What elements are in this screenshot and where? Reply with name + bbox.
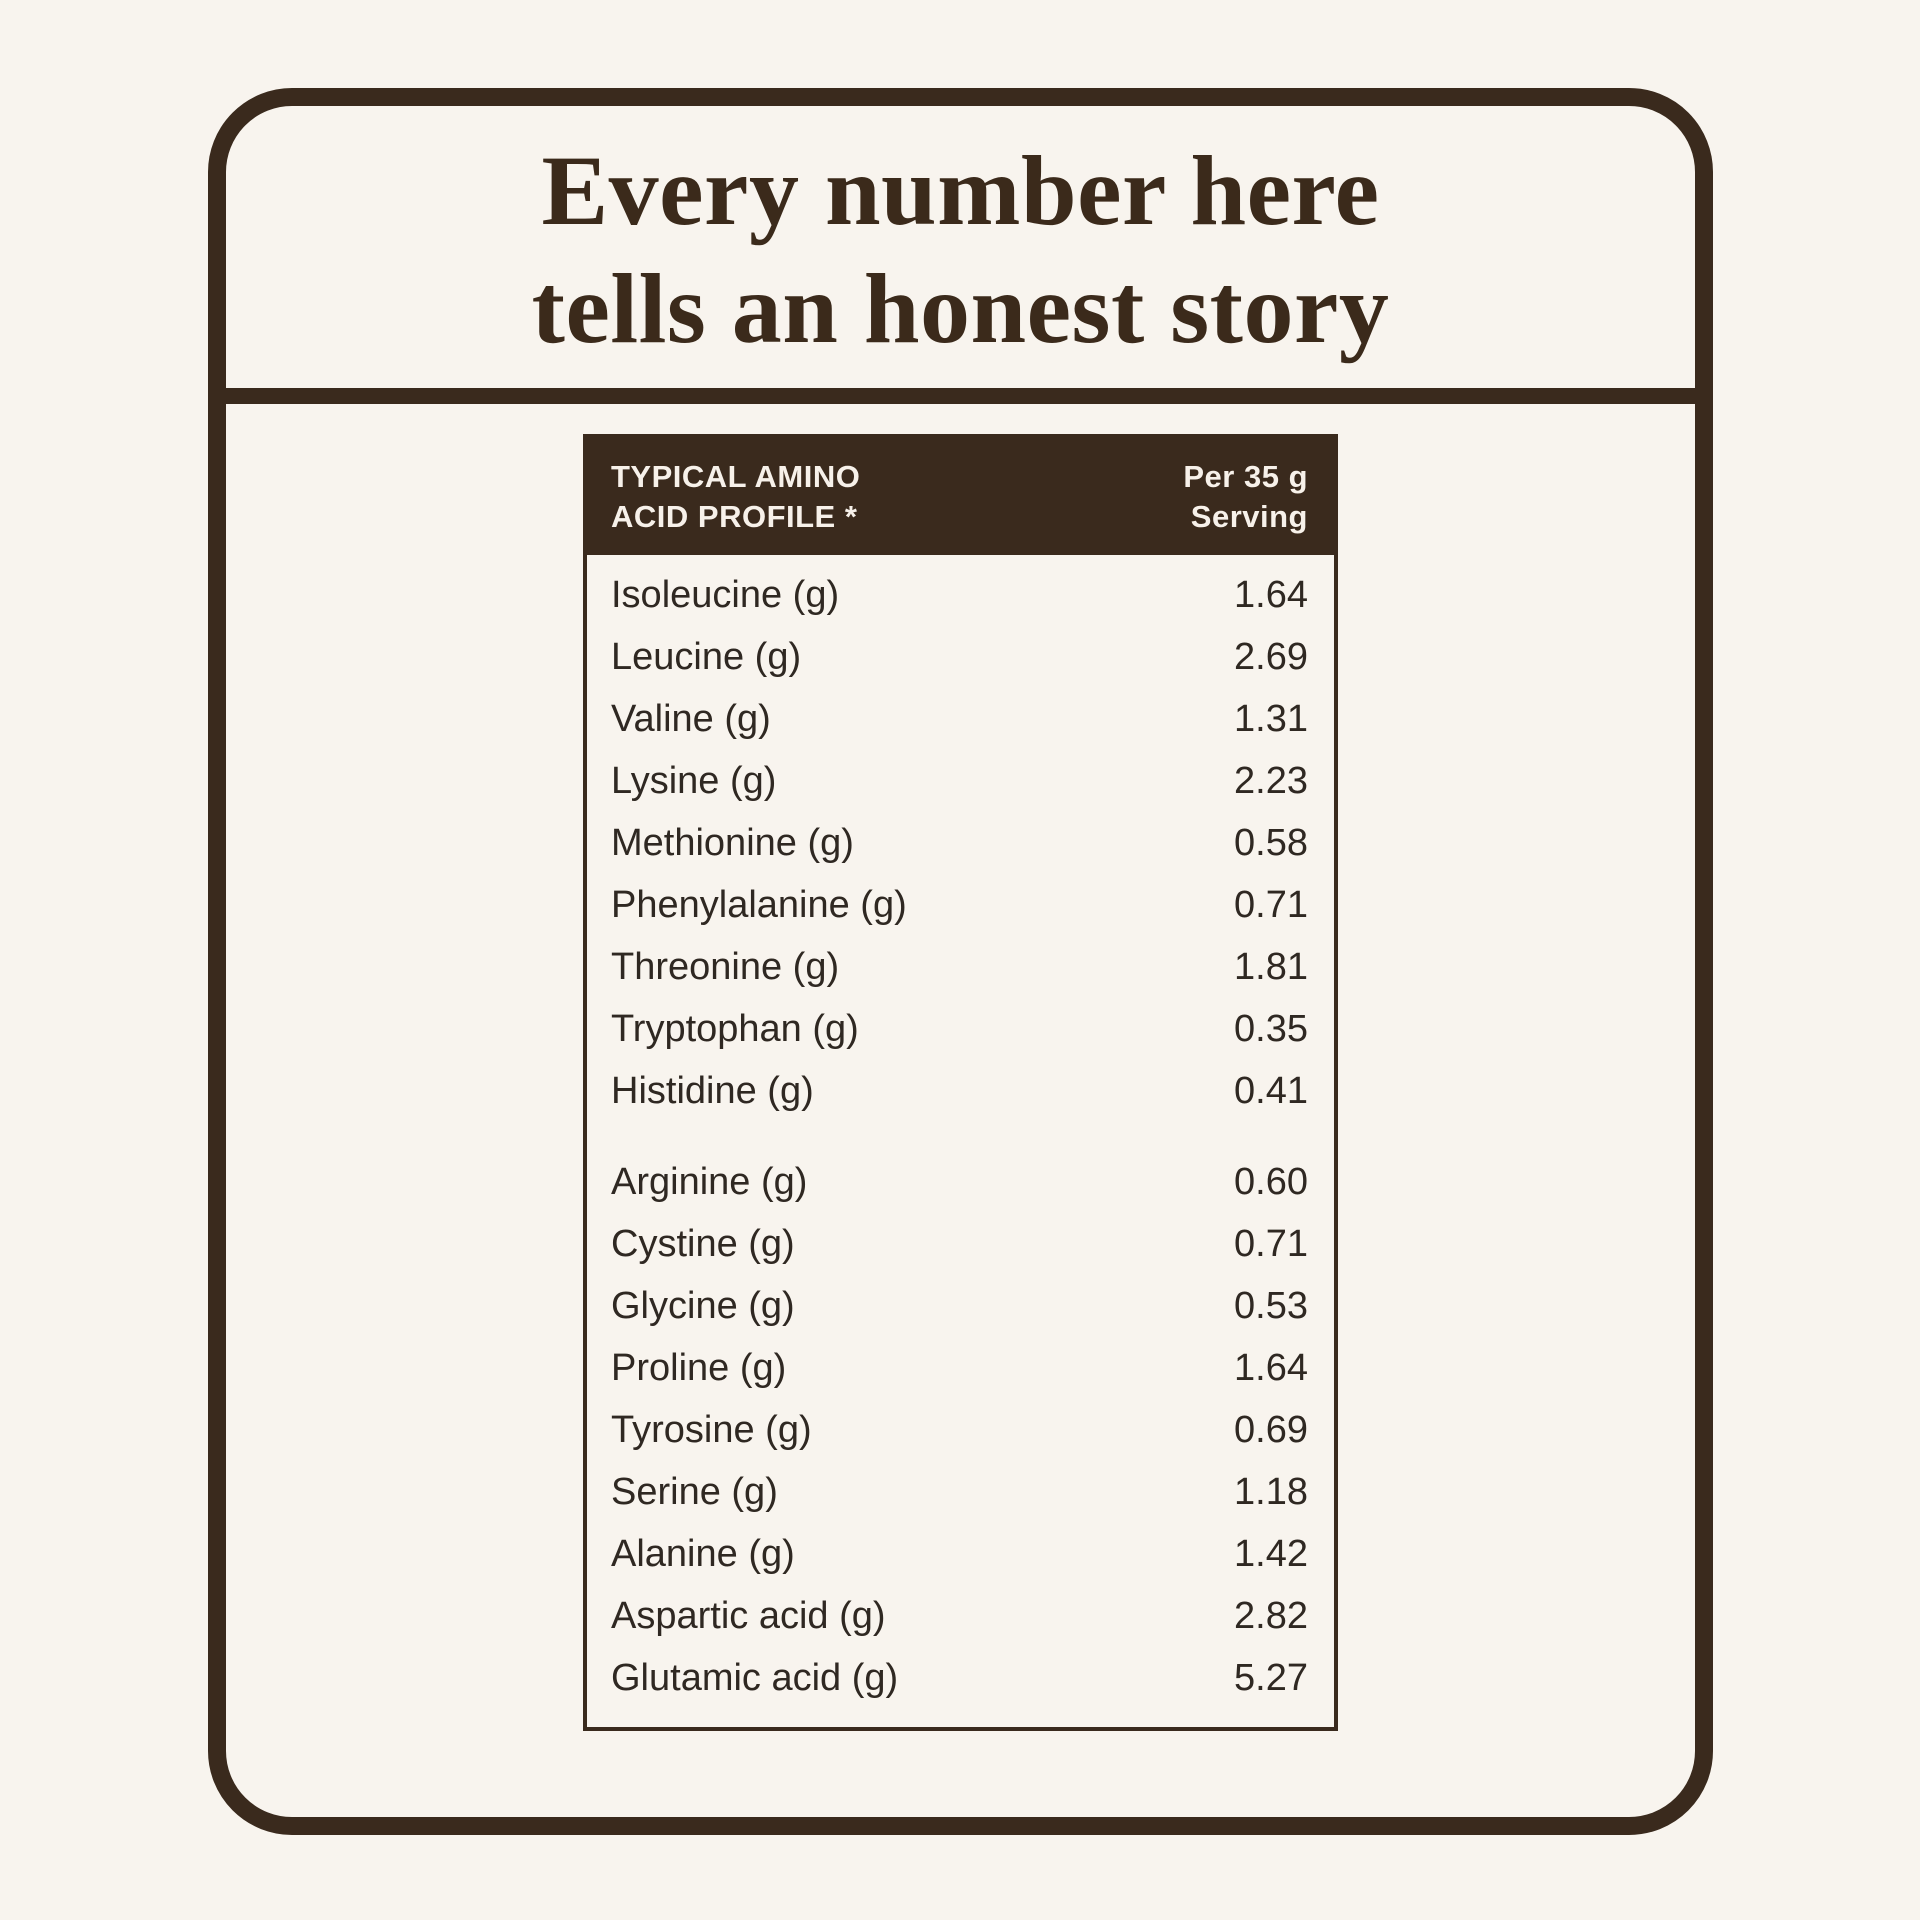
amino-acid-label: Glycine (g): [611, 1284, 795, 1327]
table-row: Threonine (g) 1.81: [587, 936, 1334, 998]
table-row: Methionine (g) 0.58: [587, 812, 1334, 874]
headline-line-1: Every number here: [541, 135, 1380, 246]
amino-acid-value: 2.69: [1234, 635, 1308, 678]
table-header-serving: Per 35 g Serving: [1183, 457, 1308, 537]
table-row: Tyrosine (g) 0.69: [587, 1399, 1334, 1461]
table-row: Lysine (g) 2.23: [587, 750, 1334, 812]
table-header-title-line2: ACID PROFILE *: [611, 498, 858, 534]
table-row: Valine (g) 1.31: [587, 688, 1334, 750]
table-row: Alanine (g) 1.42: [587, 1523, 1334, 1585]
amino-acid-value: 5.27: [1234, 1656, 1308, 1699]
amino-acid-value: 0.53: [1234, 1284, 1308, 1327]
amino-acid-value: 0.69: [1234, 1408, 1308, 1451]
amino-acid-label: Isoleucine (g): [611, 573, 840, 616]
card-body: TYPICAL AMINO ACID PROFILE * Per 35 g Se…: [226, 404, 1695, 1731]
table-body: Isoleucine (g) 1.64 Leucine (g) 2.69 Valine …: [587, 555, 1334, 1727]
amino-acid-label: Methionine (g): [611, 821, 854, 864]
amino-acid-label: Glutamic acid (g): [611, 1656, 899, 1699]
amino-acid-table: TYPICAL AMINO ACID PROFILE * Per 35 g Se…: [583, 434, 1338, 1731]
table-row: Arginine (g) 0.60: [587, 1151, 1334, 1213]
amino-acid-label: Alanine (g): [611, 1532, 795, 1575]
amino-acid-label: Lysine (g): [611, 759, 777, 802]
headline-line-2: tells an honest story: [531, 253, 1390, 364]
table-header-title-line1: TYPICAL AMINO: [611, 458, 861, 494]
table-row: Tryptophan (g) 0.35: [587, 998, 1334, 1060]
amino-acid-label: Aspartic acid (g): [611, 1594, 886, 1637]
amino-acid-value: 0.71: [1234, 883, 1308, 926]
table-header-bar: TYPICAL AMINO ACID PROFILE * Per 35 g Se…: [587, 438, 1334, 555]
amino-acid-value: 1.18: [1234, 1470, 1308, 1513]
amino-acid-label: Serine (g): [611, 1470, 778, 1513]
table-row: Serine (g) 1.18: [587, 1461, 1334, 1523]
amino-acid-label: Phenylalanine (g): [611, 883, 907, 926]
headline: Every number here tells an honest story: [226, 106, 1695, 404]
amino-acid-label: Tryptophan (g): [611, 1007, 859, 1050]
table-row: Histidine (g) 0.41: [587, 1060, 1334, 1122]
amino-acid-label: Valine (g): [611, 697, 771, 740]
table-header-serving-line2: Serving: [1190, 498, 1308, 534]
amino-acid-value: 0.35: [1234, 1007, 1308, 1050]
amino-acid-label: Cystine (g): [611, 1222, 795, 1265]
amino-acid-value: 1.64: [1234, 573, 1308, 616]
amino-group-essential: Isoleucine (g) 1.64 Leucine (g) 2.69 Valine …: [587, 564, 1334, 1122]
amino-acid-value: 1.81: [1234, 945, 1308, 988]
amino-acid-label: Histidine (g): [611, 1069, 814, 1112]
table-header-serving-line1: Per 35 g: [1183, 458, 1308, 494]
amino-acid-value: 0.41: [1234, 1069, 1308, 1112]
amino-acid-value: 2.82: [1234, 1594, 1308, 1637]
amino-acid-value: 0.58: [1234, 821, 1308, 864]
amino-acid-value: 0.71: [1234, 1222, 1308, 1265]
amino-acid-label: Arginine (g): [611, 1160, 808, 1203]
amino-acid-label: Proline (g): [611, 1346, 787, 1389]
label-card: Every number here tells an honest story …: [208, 88, 1713, 1835]
amino-acid-label: Tyrosine (g): [611, 1408, 812, 1451]
table-row: Aspartic acid (g) 2.82: [587, 1585, 1334, 1647]
amino-acid-label: Leucine (g): [611, 635, 802, 678]
amino-acid-value: 1.31: [1234, 697, 1308, 740]
table-row: Leucine (g) 2.69: [587, 626, 1334, 688]
amino-group-other: Arginine (g) 0.60 Cystine (g) 0.71 Glycine (…: [587, 1151, 1334, 1709]
amino-acid-value: 1.64: [1234, 1346, 1308, 1389]
amino-acid-value: 1.42: [1234, 1532, 1308, 1575]
table-row: Glutamic acid (g) 5.27: [587, 1647, 1334, 1709]
table-row: Isoleucine (g) 1.64: [587, 564, 1334, 626]
table-row: Proline (g) 1.64: [587, 1337, 1334, 1399]
amino-acid-value: 2.23: [1234, 759, 1308, 802]
amino-acid-value: 0.60: [1234, 1160, 1308, 1203]
amino-acid-label: Threonine (g): [611, 945, 840, 988]
table-row: Glycine (g) 0.53: [587, 1275, 1334, 1337]
table-header-title: TYPICAL AMINO ACID PROFILE *: [611, 457, 860, 537]
table-row: Cystine (g) 0.71: [587, 1213, 1334, 1275]
table-row: Phenylalanine (g) 0.71: [587, 874, 1334, 936]
